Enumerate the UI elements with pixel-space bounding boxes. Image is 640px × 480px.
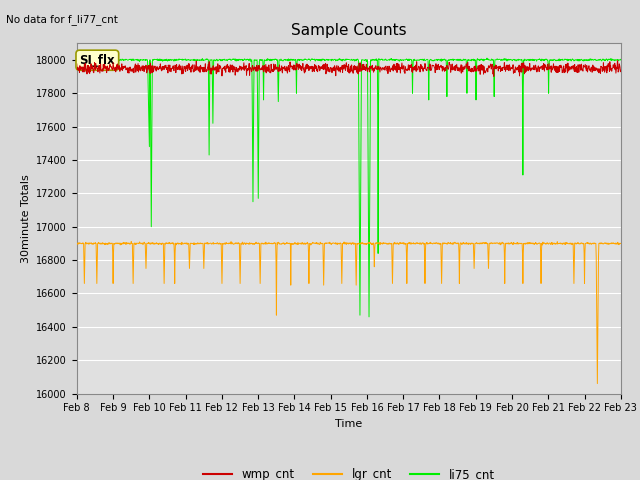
Y-axis label: 30minute Totals: 30minute Totals [20,174,31,263]
Text: SI_flx: SI_flx [79,54,115,67]
Title: Sample Counts: Sample Counts [291,23,406,38]
Text: No data for f_li77_cnt: No data for f_li77_cnt [6,14,118,25]
Legend: wmp_cnt, lgr_cnt, li75_cnt: wmp_cnt, lgr_cnt, li75_cnt [198,463,499,480]
X-axis label: Time: Time [335,419,362,429]
